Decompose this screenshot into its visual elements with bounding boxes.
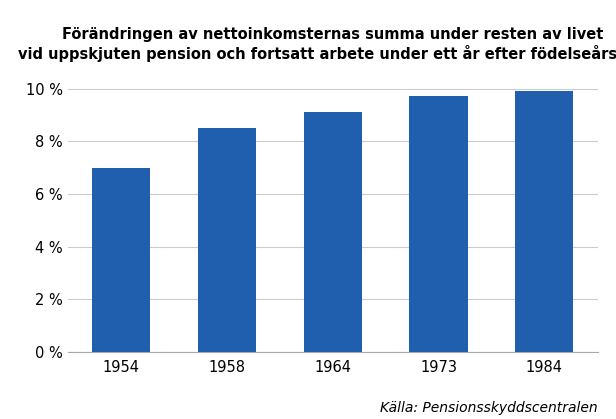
Bar bbox=[515, 91, 573, 352]
Text: Källa: Pensionsskyddscentralen: Källa: Pensionsskyddscentralen bbox=[380, 401, 598, 415]
Bar bbox=[92, 168, 150, 352]
Bar bbox=[410, 96, 468, 352]
Bar bbox=[198, 128, 256, 352]
Title: Förändringen av nettoinkomsternas summa under resten av livet
vid uppskjuten pen: Förändringen av nettoinkomsternas summa … bbox=[18, 27, 616, 62]
Bar bbox=[304, 112, 362, 352]
